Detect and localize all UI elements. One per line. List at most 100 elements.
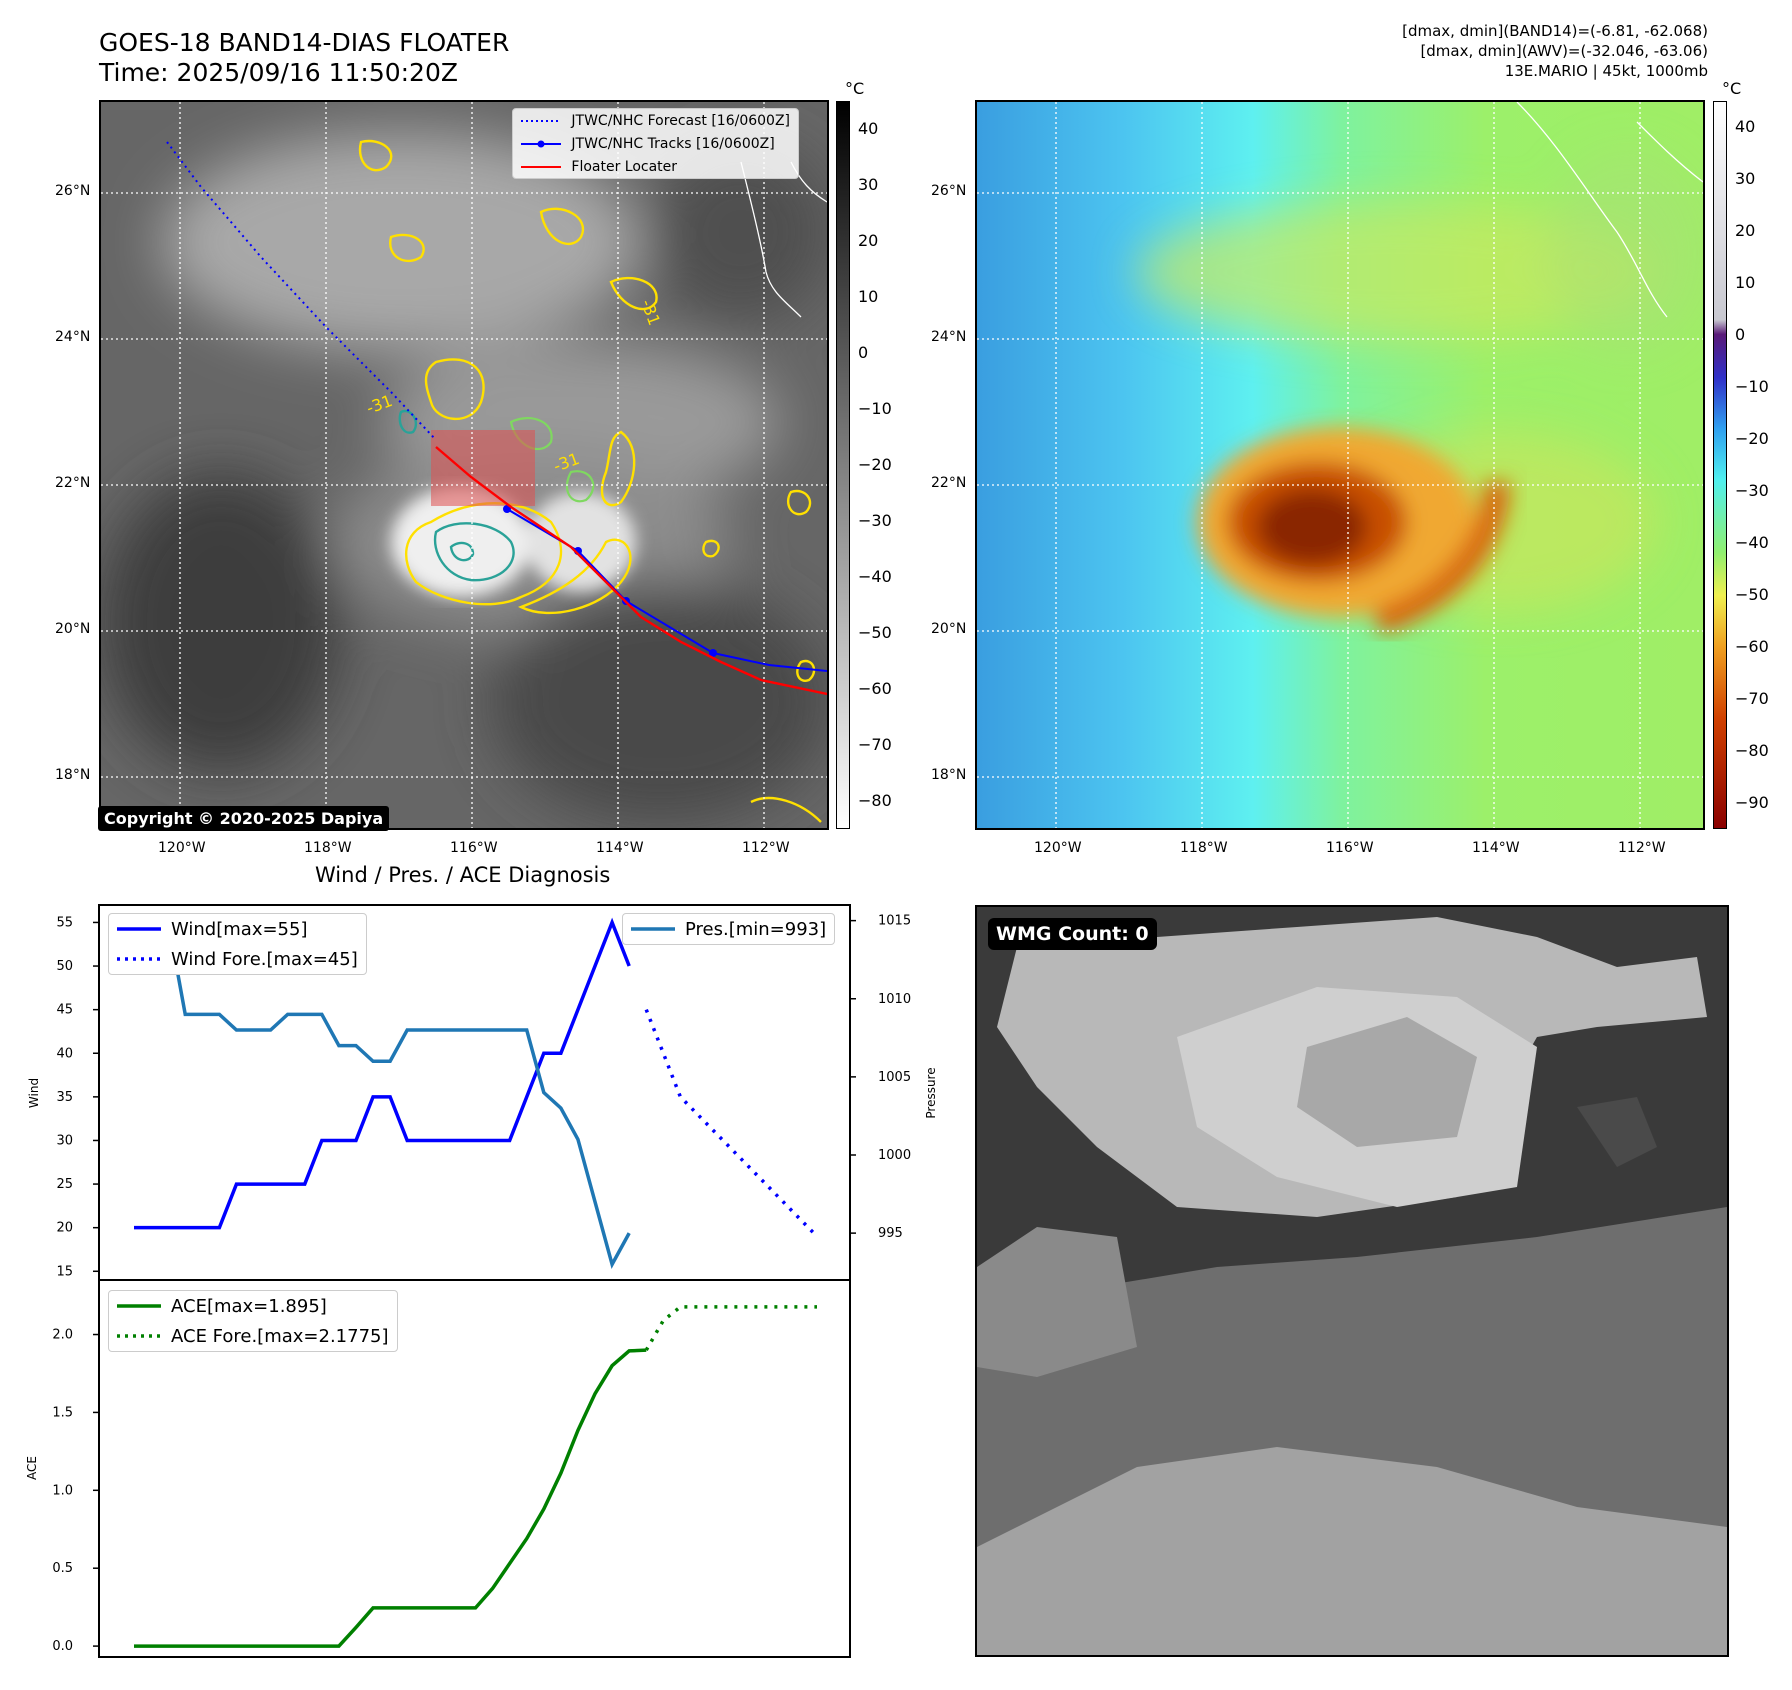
pressure-tick-label: 1015 — [878, 914, 911, 929]
wind-tick-label: 30 — [56, 1133, 73, 1148]
colorbar-tick-label: −20 — [858, 455, 892, 474]
wind-axis-label: Wind — [27, 1078, 41, 1108]
colorbar-tick-label: 30 — [858, 175, 879, 194]
lat-label: 18°N — [931, 767, 967, 783]
wv-gridlines — [977, 102, 1703, 828]
colorbar-tick-label: −90 — [1735, 793, 1769, 812]
colorbar-tick-label: 10 — [1735, 273, 1756, 292]
ir-colorbar — [836, 101, 850, 829]
wv-colorbar-unit: °C — [1722, 79, 1742, 98]
legend-label: Wind Fore.[max=45] — [171, 948, 358, 970]
wind-tick-label: 40 — [56, 1046, 73, 1061]
pressure-tick-label: 995 — [878, 1226, 903, 1241]
lon-label: 114°W — [596, 840, 644, 856]
colorbar-tick-label: 30 — [1735, 169, 1756, 188]
contours-31 — [358, 139, 822, 823]
legend-label: Wind[max=55] — [171, 918, 308, 940]
coastline — [1516, 102, 1703, 318]
colorbar-tick-label: 20 — [1735, 221, 1756, 240]
colorbar-tick-label: 0 — [858, 343, 869, 362]
cloud-field — [101, 132, 827, 822]
legend-item-forecast: JTWC/NHC Forecast [16/0600Z] — [513, 109, 798, 132]
ir-image-panel: -31 -31 -31 JTWC/NHC Forecast [16/0600Z]… — [99, 100, 829, 830]
lon-label: 112°W — [742, 840, 790, 856]
pressure-tick-label: 1000 — [878, 1148, 911, 1163]
wmg-patch — [977, 1227, 1137, 1377]
legend-item-ace: ACE[max=1.895] — [109, 1291, 397, 1321]
series-line — [644, 1305, 817, 1351]
lat-label: 26°N — [931, 183, 967, 199]
ace-tick-label: 0.5 — [52, 1561, 73, 1576]
wv-storm — [1197, 427, 1510, 635]
legend-label: ACE[max=1.895] — [171, 1295, 327, 1317]
colorbar-tick-label: −80 — [858, 791, 892, 810]
ace-tick-label: 0.0 — [52, 1639, 73, 1654]
ace-axis-label: ACE — [25, 1456, 39, 1480]
lon-label: 120°W — [158, 840, 206, 856]
lat-label: 24°N — [55, 329, 91, 345]
pressure-tick-label: 1010 — [878, 992, 911, 1007]
legend-item-wind: Wind[max=55] — [109, 914, 366, 944]
meta-awv: [dmax, dmin](AWV)=(-32.046, -63.06) — [1420, 42, 1708, 60]
legend-label: JTWC/NHC Tracks [16/0600Z] — [571, 135, 775, 152]
lon-label: 116°W — [1326, 840, 1374, 856]
colorbar-tick-label: −10 — [858, 399, 892, 418]
meta-storm: 13E.MARIO | 45kt, 1000mb — [1504, 62, 1708, 80]
wv-image-panel — [975, 100, 1705, 830]
floater-locater-line — [435, 446, 827, 696]
lon-label: 118°W — [304, 840, 352, 856]
colorbar-tick-label: −40 — [858, 567, 892, 586]
wind-tick-label: 15 — [56, 1264, 73, 1279]
figure-time: Time: 2025/09/16 11:50:20Z — [99, 58, 458, 87]
meta-band14: [dmax, dmin](BAND14)=(-6.81, -62.068) — [1402, 22, 1708, 40]
wind-tick-label: 20 — [56, 1221, 73, 1236]
wind-tick-label: 25 — [56, 1177, 73, 1192]
copyright-badge: Copyright © 2020-2025 Dapiya — [98, 806, 390, 831]
lat-label: 22°N — [55, 475, 91, 491]
series-line — [134, 1348, 647, 1648]
legend-label: ACE Fore.[max=2.1775] — [171, 1325, 389, 1347]
wmg-image-panel — [975, 905, 1729, 1657]
colorbar-tick-label: −50 — [1735, 585, 1769, 604]
legend-label: Pres.[min=993] — [685, 918, 827, 940]
legend-item-ace-forecast: ACE Fore.[max=2.1775] — [109, 1321, 397, 1351]
pressure-axis-label: Pressure — [924, 1067, 938, 1118]
colorbar-tick-label: −70 — [858, 735, 892, 754]
colorbar-tick-label: −30 — [858, 511, 892, 530]
lon-label: 120°W — [1034, 840, 1082, 856]
colorbar-tick-label: 40 — [858, 119, 879, 138]
colorbar-tick-label: −20 — [1735, 429, 1769, 448]
wind-tick-label: 35 — [56, 1090, 73, 1105]
series-line — [644, 1009, 819, 1238]
wind-tick-label: 50 — [56, 959, 73, 974]
lon-label: 112°W — [1618, 840, 1666, 856]
colorbar-tick-label: 40 — [1735, 117, 1756, 136]
pressure-legend: Pres.[min=993] — [622, 913, 836, 945]
legend-item-tracks: JTWC/NHC Tracks [16/0600Z] — [513, 132, 798, 155]
lon-label: 116°W — [450, 840, 498, 856]
colorbar-tick-label: −50 — [858, 623, 892, 642]
ace-tick-label: 1.5 — [52, 1405, 73, 1420]
wind-tick-label: 55 — [56, 915, 73, 930]
wmg-patch — [1577, 1097, 1657, 1167]
colorbar-tick-label: 20 — [858, 231, 879, 250]
legend-label: JTWC/NHC Forecast [16/0600Z] — [571, 112, 790, 129]
lat-label: 20°N — [931, 621, 967, 637]
lat-label: 22°N — [931, 475, 967, 491]
colorbar-tick-label: 10 — [858, 287, 879, 306]
ir-colorbar-unit: °C — [845, 79, 865, 98]
lon-label: 114°W — [1472, 840, 1520, 856]
ir-legend: JTWC/NHC Forecast [16/0600Z] JTWC/NHC Tr… — [512, 108, 799, 179]
lon-label: 118°W — [1180, 840, 1228, 856]
wmg-count-badge: WMG Count: 0 — [988, 918, 1157, 950]
ace-tick-label: 2.0 — [52, 1328, 73, 1343]
wv-colorbar — [1713, 101, 1727, 829]
colorbar-tick-label: −10 — [1735, 377, 1769, 396]
ace-tick-label: 1.0 — [52, 1483, 73, 1498]
colorbar-tick-label: −80 — [1735, 741, 1769, 760]
legend-label: Floater Locater — [571, 158, 678, 175]
diagnosis-title: Wind / Pres. / ACE Diagnosis — [315, 863, 611, 887]
ir-gridlines — [101, 102, 827, 828]
lat-label: 24°N — [931, 329, 967, 345]
ir-image-svg: -31 -31 -31 — [101, 102, 827, 828]
